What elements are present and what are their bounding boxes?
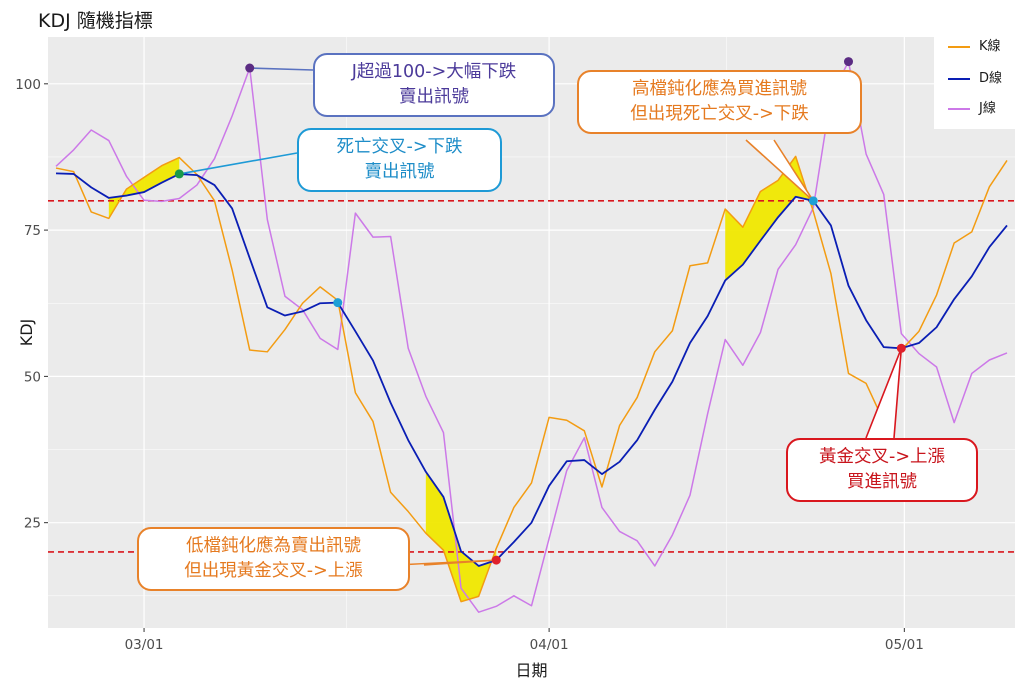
callout-leaders bbox=[179, 67, 903, 566]
y-tick-label: 75 bbox=[24, 223, 41, 239]
y-axis-label: KDJ bbox=[17, 319, 36, 347]
legend-item-j: J線 bbox=[934, 99, 1018, 119]
y-tick-label: 50 bbox=[24, 369, 41, 385]
signal-point-golden-cross-1 bbox=[491, 555, 501, 565]
chart-title: KDJ 隨機指標 bbox=[38, 10, 153, 32]
legend-item-k: K線 bbox=[934, 37, 1018, 57]
signal-point-d-turn bbox=[333, 298, 343, 308]
callout-line: 低檔鈍化應為賣出訊號 bbox=[186, 536, 361, 556]
signal-points bbox=[174, 57, 906, 565]
highlight-region bbox=[425, 471, 497, 602]
series-line-d bbox=[55, 172, 1008, 567]
signal-point-j-peak-2 bbox=[844, 57, 853, 67]
callout-line: 但出現死亡交叉->下跌 bbox=[630, 104, 809, 124]
legend: K線 D線 J線 bbox=[934, 33, 1018, 129]
highlight-region bbox=[725, 156, 814, 281]
signal-point-death-cross-2 bbox=[808, 196, 818, 206]
x-axis-label: 日期 bbox=[515, 661, 547, 680]
series-line-k bbox=[55, 155, 1008, 603]
callout-line: 但出現黃金交叉->上漲 bbox=[184, 561, 363, 581]
callout-line: J超過100->大幅下跌 bbox=[351, 62, 517, 82]
legend-label: D線 bbox=[979, 71, 1003, 86]
callout-leader bbox=[179, 152, 298, 175]
y-tick-label: 100 bbox=[15, 77, 41, 93]
callout-line: 賣出訊號 bbox=[399, 87, 469, 107]
callout-death-cross: 死亡交叉->下跌 賣出訊號 bbox=[297, 128, 502, 192]
x-tick-label: 03/01 bbox=[125, 637, 164, 653]
legend-swatch bbox=[948, 108, 970, 110]
callout-leader bbox=[249, 67, 314, 71]
callout-line: 黃金交叉->上漲 bbox=[819, 447, 945, 467]
highlight-region bbox=[108, 157, 180, 219]
blunt-highlights bbox=[108, 156, 814, 602]
x-axis-ticks: 03/01 04/01 05/01 bbox=[125, 628, 924, 653]
y-axis-ticks: 25 50 75 100 bbox=[15, 77, 48, 532]
legend-item-d: D線 bbox=[934, 69, 1018, 89]
callout-golden-cross: 黃金交叉->上漲 買進訊號 bbox=[786, 438, 978, 502]
callout-line: 高檔鈍化應為買進訊號 bbox=[632, 79, 807, 99]
callout-low-blunt: 低檔鈍化應為賣出訊號 但出現黃金交叉->上漲 bbox=[137, 527, 410, 591]
legend-swatch bbox=[948, 78, 970, 80]
x-tick-label: 05/01 bbox=[885, 637, 924, 653]
callout-j-over-100: J超過100->大幅下跌 賣出訊號 bbox=[313, 53, 555, 117]
legend-label: J線 bbox=[979, 101, 996, 116]
grid-minor bbox=[48, 37, 1015, 628]
callout-high-blunt: 高檔鈍化應為買進訊號 但出現死亡交叉->下跌 bbox=[577, 70, 862, 134]
signal-point-j-peak bbox=[245, 63, 255, 73]
legend-label: K線 bbox=[979, 39, 1001, 54]
callout-line: 死亡交叉->下跌 bbox=[336, 137, 463, 157]
signal-point-golden-cross-2 bbox=[896, 343, 906, 353]
legend-swatch bbox=[948, 46, 970, 48]
callout-line: 買進訊號 bbox=[847, 472, 917, 492]
x-tick-label: 04/01 bbox=[530, 637, 569, 653]
signal-point-death-cross-1 bbox=[174, 169, 184, 179]
callout-line: 賣出訊號 bbox=[364, 162, 435, 182]
y-tick-label: 25 bbox=[24, 516, 41, 532]
